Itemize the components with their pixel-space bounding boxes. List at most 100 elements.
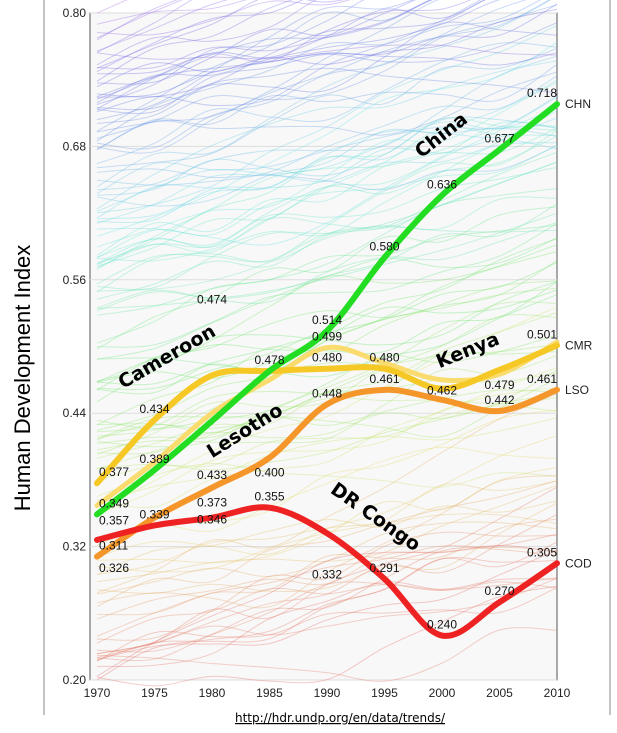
data-label: 0.305 [527, 545, 557, 559]
background-country-line [96, 96, 558, 246]
background-country-line [96, 446, 558, 542]
data-label: 0.677 [484, 132, 514, 146]
background-country-line [96, 0, 417, 85]
background-country-line [96, 312, 558, 459]
country-code-label: LSO [565, 383, 589, 397]
data-label: 0.580 [369, 240, 399, 254]
background-country-line [96, 513, 558, 575]
background-country-line [96, 196, 558, 290]
background-country-line [96, 518, 558, 616]
y-tick-label: 0.68 [63, 139, 87, 153]
background-country-line [96, 139, 558, 224]
background-country-line [96, 513, 558, 655]
data-label: 0.349 [99, 496, 129, 510]
background-country-line [96, 0, 193, 53]
data-label: 0.400 [254, 466, 284, 480]
background-country-line [96, 4, 558, 139]
country-code-label: CMR [565, 338, 593, 352]
background-country-line [96, 250, 558, 403]
y-tick-label: 0.20 [63, 673, 87, 687]
background-country-line [96, 129, 558, 285]
y-tick-label: 0.56 [63, 273, 87, 287]
background-country-line [96, 212, 558, 312]
data-label: 0.373 [197, 496, 227, 510]
background-country-line [96, 281, 558, 382]
background-country-line [96, 334, 558, 430]
data-label: 0.499 [312, 330, 342, 344]
background-country-line [96, 280, 558, 383]
x-tick-label: 2005 [486, 686, 513, 700]
data-label: 0.448 [312, 386, 342, 400]
background-country-line [96, 55, 558, 191]
background-country-line [96, 71, 558, 150]
data-label: 0.355 [254, 490, 284, 504]
background-country-line [96, 260, 558, 391]
background-country-line [96, 545, 558, 637]
data-label: 0.474 [197, 292, 227, 306]
background-country-line [96, 502, 558, 594]
background-country-line [96, 127, 558, 207]
data-label: 0.636 [427, 177, 457, 191]
data-label: 0.434 [139, 402, 169, 416]
background-country-line [96, 294, 558, 378]
background-country-line [96, 127, 558, 264]
background-country-line [96, 541, 558, 661]
background-country-line [96, 0, 294, 82]
background-country-line [96, 145, 558, 191]
background-country-line [96, 577, 558, 644]
background-country-line [96, 42, 558, 165]
background-country-line [96, 222, 558, 348]
background-country-line [96, 0, 247, 25]
data-label: 0.357 [99, 513, 129, 527]
background-country-line [96, 289, 558, 383]
background-country-line [96, 161, 558, 266]
data-label: 0.346 [197, 513, 227, 527]
background-country-line [96, 531, 558, 641]
source-link[interactable]: http://hdr.undp.org/en/data/trends/ [235, 711, 446, 725]
background-country-line [96, 533, 558, 662]
series-line-china [94, 101, 560, 518]
background-country-line [96, 417, 558, 504]
background-country-line [96, 0, 440, 133]
background-country-line [96, 21, 558, 111]
background-country-line [96, 546, 558, 620]
data-label: 0.326 [99, 561, 129, 575]
background-country-line [96, 0, 179, 41]
background-country-line [96, 144, 558, 259]
background-country-line [96, 549, 558, 681]
x-tick-label: 1975 [141, 686, 168, 700]
background-country-line [96, 389, 558, 440]
background-country-line [96, 166, 558, 269]
background-country-line [96, 0, 365, 105]
background-country-line [96, 60, 558, 210]
data-label: 0.389 [139, 452, 169, 466]
data-label: 0.240 [427, 618, 457, 632]
background-country-line [96, 0, 432, 132]
background-country-line [96, 343, 558, 437]
background-country-line [96, 480, 558, 608]
data-label: 0.501 [527, 327, 557, 341]
data-label: 0.442 [484, 393, 514, 407]
background-country-line [96, 521, 558, 595]
background-country-line [96, 0, 317, 66]
x-tick-label: 1995 [371, 686, 398, 700]
data-label: 0.433 [197, 468, 227, 482]
background-country-line [96, 24, 558, 214]
background-country-line [96, 354, 558, 451]
x-tick-label: 2010 [544, 686, 571, 700]
background-country-line [96, 0, 472, 75]
background-country-line [96, 578, 558, 668]
data-label: 0.270 [484, 584, 514, 598]
background-country-line [96, 121, 558, 258]
background-country-line [96, 556, 558, 660]
background-country-line [96, 224, 558, 344]
background-country-line [96, 110, 558, 262]
background-country-line [96, 44, 558, 60]
background-country-line [96, 0, 184, 39]
background-country-line [96, 393, 558, 594]
data-label: 0.461 [527, 372, 557, 386]
x-tick-label: 2000 [429, 686, 456, 700]
background-country-line [96, 79, 558, 248]
background-country-line [96, 0, 304, 73]
